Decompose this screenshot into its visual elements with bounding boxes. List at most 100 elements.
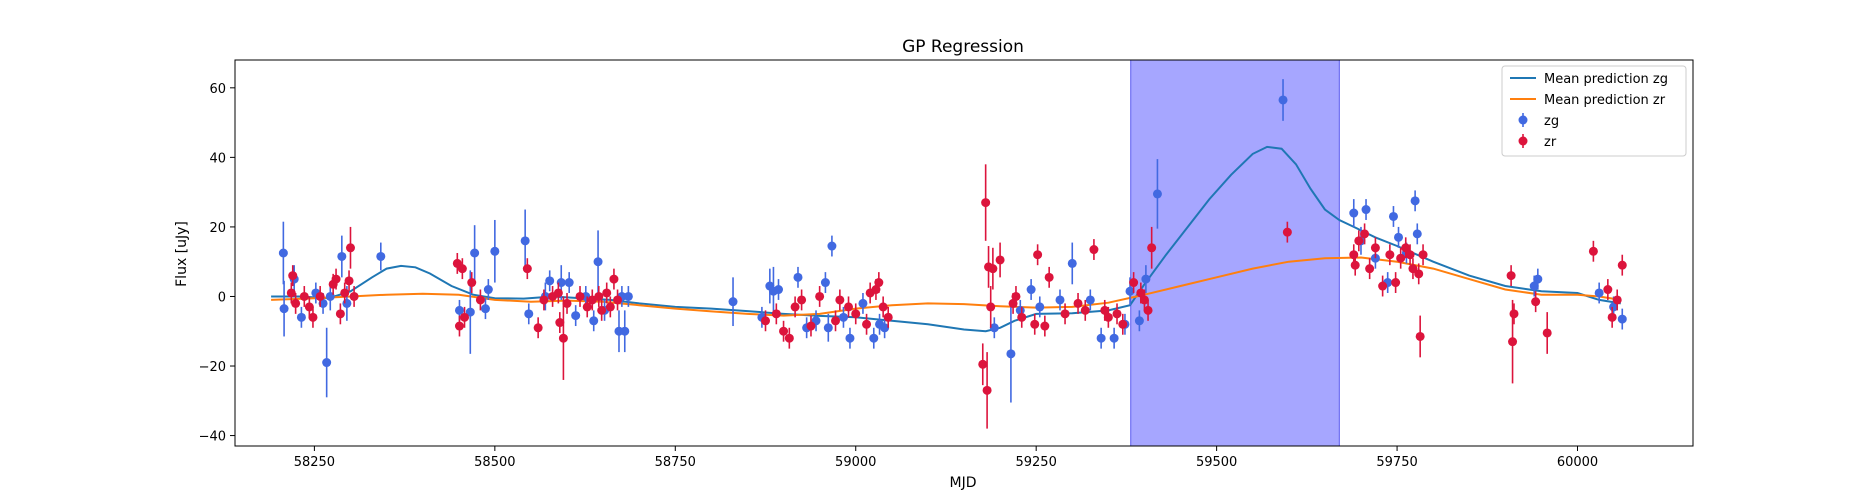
data-point-zr [553,288,563,298]
data-point-zg [1152,189,1162,199]
data-point-zg [869,333,879,343]
data-point-zg [858,298,868,308]
data-point-zg [571,311,581,321]
data-point-zr [1060,309,1070,319]
data-point-zr [1408,264,1418,274]
data-point-zr [851,309,861,319]
data-point-zr [539,295,549,305]
data-point-zr [335,309,345,319]
data-point-zr [597,305,607,315]
data-point-zr [457,264,467,274]
data-point-zr [286,288,296,298]
data-point-zr [575,291,585,301]
data-point-zg [823,323,833,333]
y-tick-label: −40 [199,430,226,445]
data-point-zg [1141,274,1151,284]
data-point-zg [490,246,500,256]
data-point-zr [299,291,309,301]
data-point-zr [1112,309,1122,319]
x-tick-label: 59750 [1376,455,1417,470]
data-point-zr [331,274,341,284]
data-point-zg [1617,314,1627,324]
data-point-zg [279,304,289,314]
data-point-zg [376,251,386,261]
data-point-zg [1085,295,1095,305]
data-point-zr [1508,337,1518,347]
x-tick-label: 59500 [1196,455,1237,470]
data-point-zg [1394,232,1404,242]
data-point-zr [1415,331,1425,341]
data-point-zr [1349,250,1359,260]
data-point-zr [562,298,572,308]
data-point-zg [1026,285,1036,295]
data-point-zr [1030,319,1040,329]
data-point-zr [522,264,532,274]
data-point-zg [820,278,830,288]
x-tick-label: 59250 [1015,455,1056,470]
data-point-zg [1609,302,1619,312]
data-point-zr [1017,312,1027,322]
data-point-zg [880,323,890,333]
data-point-zr [1011,291,1021,301]
data-point-zr [1089,245,1099,255]
data-point-zr [1033,250,1043,260]
data-point-zr [454,321,464,331]
data-point-zr [784,333,794,343]
data-point-zr [1612,295,1622,305]
data-point-zr [978,359,988,369]
data-point-zr [874,278,884,288]
data-point-zr [1588,246,1598,256]
data-point-zr [806,321,816,331]
data-point-zr [582,302,592,312]
data-point-zg [1533,274,1543,284]
data-point-zr [345,243,355,253]
data-point-zr [609,274,619,284]
data-point-zr [1136,288,1146,298]
data-point-zg [589,316,599,326]
data-point-zr [1139,295,1149,305]
data-point-zr [1607,312,1617,322]
data-point-zr [844,302,854,312]
data-point-zg [1134,316,1144,326]
legend-label: Mean prediction zg [1544,72,1668,87]
data-point-zr [1147,243,1157,253]
data-point-zr [1385,250,1395,260]
data-point-zr [1365,264,1375,274]
data-point-zr [1350,260,1360,270]
data-point-zr [761,316,771,326]
data-point-zg [520,236,530,246]
x-tick-label: 59000 [835,455,876,470]
data-point-zr [1378,281,1388,291]
data-point-zg [593,257,603,267]
data-point-zr [1617,260,1627,270]
data-point-zg [620,326,630,336]
data-point-zg [524,309,534,319]
series-zr-points [286,164,1627,429]
data-point-zr [1282,227,1292,237]
data-point-zg [1067,258,1077,268]
series-zg-points [278,79,1627,403]
data-point-zg [827,241,837,251]
data-point-zg [728,297,738,307]
data-point-zg [838,312,848,322]
data-point-zg [342,298,352,308]
data-point-zr [1360,229,1370,239]
data-point-zr [988,264,998,274]
data-point-zg [337,251,347,261]
data-point-zg [1361,205,1371,215]
data-point-zr [1080,305,1090,315]
data-point-zr [555,318,565,328]
data-point-zg [1349,208,1359,218]
data-point-zr [291,298,301,308]
x-tick-label: 58500 [474,455,515,470]
data-point-zr [831,316,841,326]
data-point-zr [613,295,623,305]
data-point-zr [605,302,615,312]
y-axis-label: Flux [uJy] [174,221,190,287]
data-point-zr [1401,243,1411,253]
data-point-zr [878,302,888,312]
legend: Mean prediction zg Mean prediction zr zg zr [1501,65,1687,157]
data-point-zg [1096,333,1106,343]
